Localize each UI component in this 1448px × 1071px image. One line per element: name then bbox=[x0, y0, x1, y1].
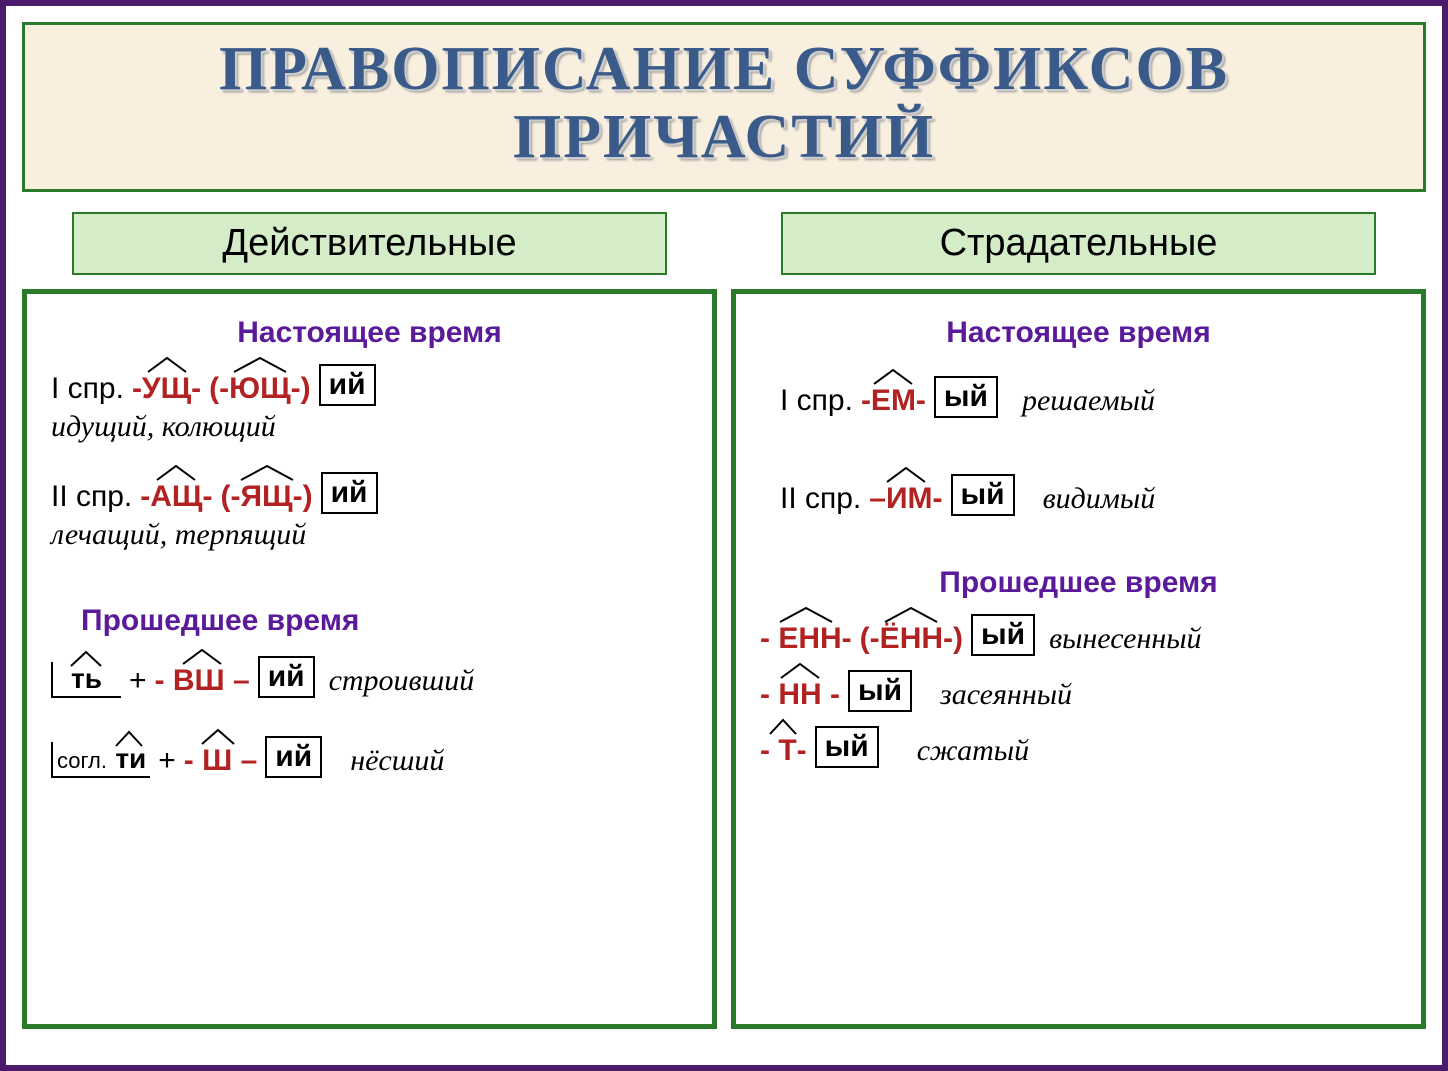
suffix: - Т- bbox=[760, 734, 807, 768]
example: видимый bbox=[1043, 482, 1156, 516]
stem-prefix: согл. bbox=[57, 748, 107, 773]
hat-icon bbox=[883, 464, 929, 484]
hat-icon bbox=[870, 366, 916, 386]
hat-icon bbox=[774, 604, 838, 624]
left-body: Настоящее время I спр. -УЩ- (-ЮЩ-) ий ид… bbox=[22, 289, 717, 1029]
example: нёсший bbox=[350, 744, 444, 778]
hat-icon bbox=[777, 660, 823, 680]
suffix: - ВШ – bbox=[155, 664, 250, 698]
hat-icon bbox=[153, 462, 199, 482]
hat-icon bbox=[179, 646, 225, 666]
example: засеянный bbox=[940, 678, 1072, 712]
left-present-row1: I спр. -УЩ- (-ЮЩ-) ий bbox=[51, 354, 698, 406]
suffix-wrap: -АЩ- bbox=[140, 462, 212, 514]
plus: + bbox=[158, 744, 176, 778]
conj-label: II спр. bbox=[780, 482, 861, 516]
left-past-row2: согл. ти + - Ш – ий нёсший bbox=[51, 722, 698, 778]
suffix: - Ш – bbox=[184, 744, 258, 778]
ending-box: ый bbox=[934, 376, 998, 418]
ending-box: ий bbox=[265, 736, 322, 778]
hat-icon bbox=[67, 642, 105, 662]
conj-label: I спр. bbox=[51, 372, 124, 406]
stem-underline: ть bbox=[51, 662, 121, 698]
suffix-wrap: -ЕМ- bbox=[861, 366, 926, 418]
suffix-wrap: (-ЁНН-) bbox=[860, 604, 963, 656]
examples: идущий, колющий bbox=[51, 410, 698, 444]
ending-box: ий bbox=[258, 656, 315, 698]
stem-text: ти bbox=[115, 743, 146, 774]
hat-icon bbox=[766, 716, 800, 736]
suffix-wrap: (-ЮЩ-) bbox=[209, 354, 310, 406]
right-present-row1: I спр. -ЕМ- ый решаемый bbox=[780, 366, 1407, 418]
stem-text: ть bbox=[71, 663, 102, 694]
title-line2: ПРИЧАСТИЙ bbox=[45, 103, 1403, 171]
suffix: -ЕМ- bbox=[861, 384, 926, 418]
right-body: Настоящее время I спр. -ЕМ- ый решаемый … bbox=[731, 289, 1426, 1029]
right-present-row2: II спр. –ИМ- ый видимый bbox=[780, 464, 1407, 516]
suffix: - НН - bbox=[760, 678, 840, 712]
suffix-wrap: - Т- bbox=[760, 716, 807, 768]
hat-icon bbox=[879, 604, 943, 624]
right-past-row3: - Т- ый сжатый bbox=[760, 716, 1407, 768]
conj-label: I спр. bbox=[780, 384, 853, 418]
suffix-wrap: –ИМ- bbox=[869, 464, 942, 516]
left-header: Действительные bbox=[72, 212, 667, 275]
suffix: -УЩ- bbox=[132, 372, 201, 406]
right-header: Страдательные bbox=[781, 212, 1376, 275]
title-box: ПРАВОПИСАНИЕ СУФФИКСОВ ПРИЧАСТИЙ bbox=[22, 22, 1426, 192]
examples: лечащий, терпящий bbox=[51, 518, 698, 552]
right-present-title: Настоящее время bbox=[750, 316, 1407, 350]
right-past-title: Прошедшее время bbox=[750, 566, 1407, 600]
suffix: - ЕНН- bbox=[760, 622, 852, 656]
suffix: -АЩ- bbox=[140, 480, 212, 514]
left-present-title: Настоящее время bbox=[41, 316, 698, 350]
ending-box: ый bbox=[848, 670, 912, 712]
ending-box: ий bbox=[319, 364, 376, 406]
example: решаемый bbox=[1022, 384, 1155, 418]
suffix-wrap: - Ш – bbox=[184, 726, 258, 778]
ending-box: ый bbox=[951, 474, 1015, 516]
right-column: Страдательные Настоящее время I спр. -ЕМ… bbox=[731, 212, 1426, 1029]
conj-label: II спр. bbox=[51, 480, 132, 514]
suffix-wrap: -УЩ- bbox=[132, 354, 201, 406]
ending-box: ий bbox=[321, 472, 378, 514]
left-past-title: Прошедшее время bbox=[81, 604, 698, 638]
hat-icon bbox=[144, 354, 190, 374]
left-past-row1: ть + - ВШ – ий строивший bbox=[51, 642, 698, 698]
example: строивший bbox=[329, 664, 475, 698]
suffix: –ИМ- bbox=[869, 482, 942, 516]
title-line1: ПРАВОПИСАНИЕ СУФФИКСОВ bbox=[45, 35, 1403, 103]
suffix-wrap: - ЕНН- bbox=[760, 604, 852, 656]
ending-box: ый bbox=[815, 726, 879, 768]
suffix-wrap: - НН - bbox=[760, 660, 840, 712]
suffix-wrap: (-ЯЩ-) bbox=[221, 462, 313, 514]
suffix-wrap: - ВШ – bbox=[155, 646, 250, 698]
suffix: (-ЯЩ-) bbox=[221, 480, 313, 514]
poster: ПРАВОПИСАНИЕ СУФФИКСОВ ПРИЧАСТИЙ Действи… bbox=[0, 0, 1448, 1071]
left-present-row2: II спр. -АЩ- (-ЯЩ-) ий bbox=[51, 462, 698, 514]
plus: + bbox=[129, 664, 147, 698]
stem-box: ть bbox=[51, 642, 121, 698]
left-column: Действительные Настоящее время I спр. -У… bbox=[22, 212, 717, 1029]
hat-icon bbox=[228, 354, 292, 374]
ending-box: ый bbox=[971, 614, 1035, 656]
hat-icon bbox=[112, 722, 146, 742]
right-past-row1: - ЕНН- (-ЁНН-) ый вынесенный bbox=[760, 604, 1407, 656]
stem-underline: согл. ти bbox=[51, 742, 150, 778]
hat-icon bbox=[235, 462, 299, 482]
example: сжатый bbox=[917, 734, 1029, 768]
hat-icon bbox=[198, 726, 244, 746]
example: вынесенный bbox=[1049, 622, 1201, 656]
suffix: (-ЁНН-) bbox=[860, 622, 963, 656]
stem-box: согл. ти bbox=[51, 722, 150, 778]
right-past-row2: - НН - ый засеянный bbox=[760, 660, 1407, 712]
columns: Действительные Настоящее время I спр. -У… bbox=[18, 212, 1430, 1029]
suffix: (-ЮЩ-) bbox=[209, 372, 310, 406]
